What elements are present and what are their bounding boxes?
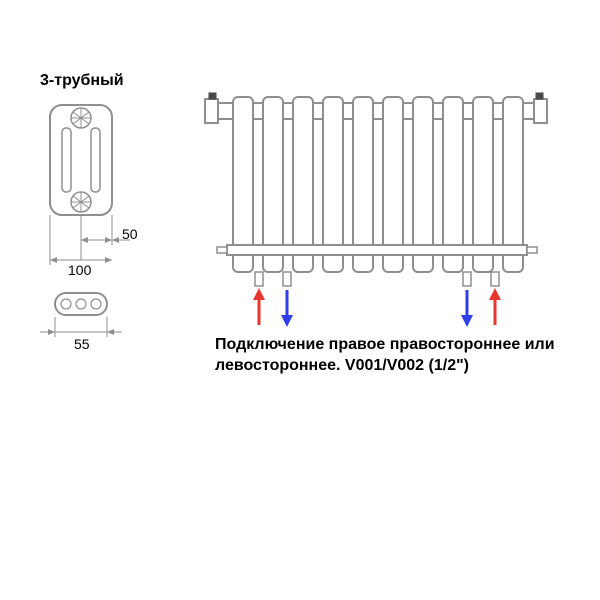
arrow-right-out <box>461 290 473 327</box>
dim-55: 55 <box>74 336 90 352</box>
connection-description: Подключение правое правостороннее или ле… <box>215 335 585 377</box>
radiator-diagram <box>195 85 575 335</box>
arrow-left-out <box>281 290 293 327</box>
dim-100: 100 <box>68 262 91 278</box>
arrow-left-in <box>253 288 265 325</box>
dim-50: 50 <box>122 226 138 242</box>
section-top-view <box>40 285 150 355</box>
section-title: 3-трубный <box>40 72 124 90</box>
arrow-right-in <box>489 288 501 325</box>
section-front-view <box>40 100 150 300</box>
